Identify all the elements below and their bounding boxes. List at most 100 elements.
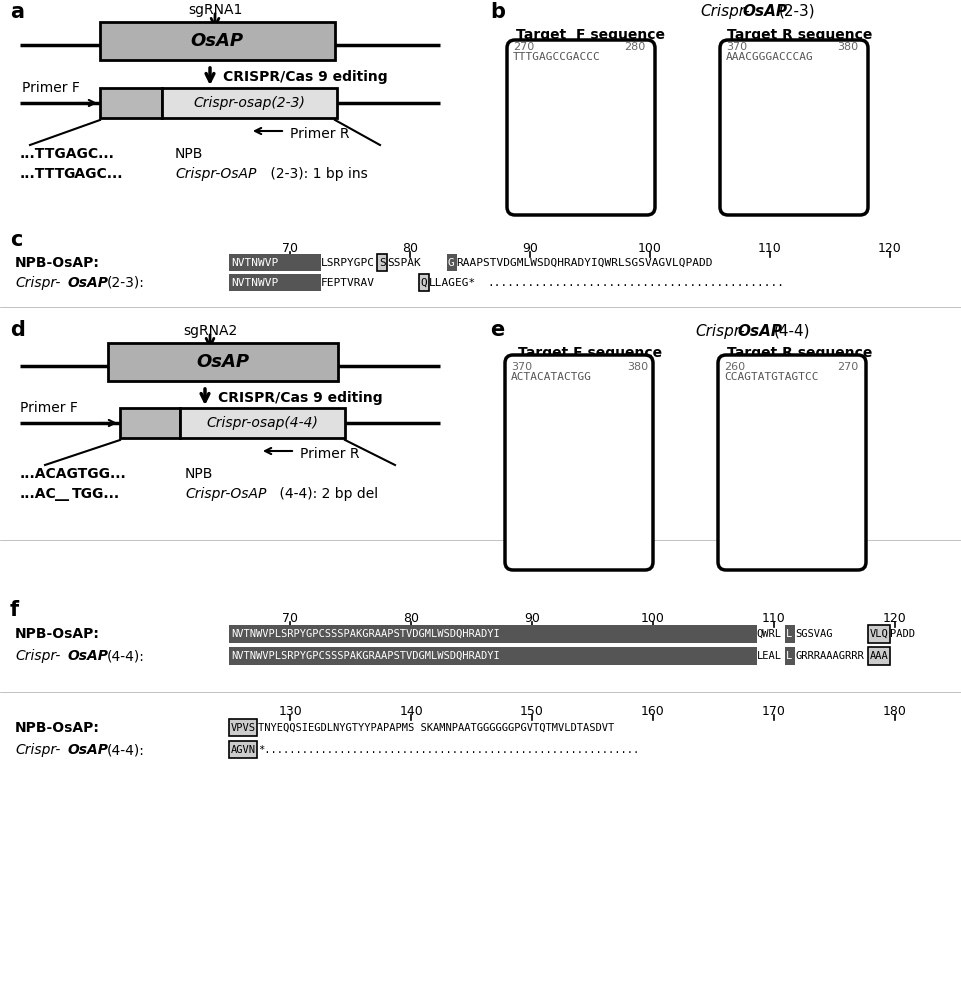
Text: 370: 370 <box>726 42 747 52</box>
Text: TGG...: TGG... <box>72 487 120 501</box>
Text: Crispr-osap(4-4): Crispr-osap(4-4) <box>206 416 318 430</box>
Text: OsAP: OsAP <box>742 4 787 19</box>
Text: LEAL: LEAL <box>756 651 781 661</box>
Text: CRISPR/Cas 9 editing: CRISPR/Cas 9 editing <box>218 391 382 405</box>
Text: OsAP: OsAP <box>196 353 250 371</box>
Text: OsAP: OsAP <box>68 743 109 757</box>
Text: (2-3): (2-3) <box>779 4 816 19</box>
Text: a: a <box>10 2 24 22</box>
Text: 370: 370 <box>511 362 532 372</box>
FancyBboxPatch shape <box>447 254 456 271</box>
Text: 90: 90 <box>522 242 538 255</box>
Text: Primer R: Primer R <box>300 447 359 461</box>
FancyBboxPatch shape <box>229 647 756 665</box>
Text: ............................................: ........................................… <box>487 278 784 288</box>
Text: Crispr-: Crispr- <box>695 324 745 339</box>
Text: 140: 140 <box>400 705 423 718</box>
Text: Crispr-: Crispr- <box>15 649 61 663</box>
Text: Primer R: Primer R <box>290 127 350 141</box>
FancyBboxPatch shape <box>869 647 891 665</box>
Text: (4-4):: (4-4): <box>107 743 145 757</box>
Text: 180: 180 <box>882 705 906 718</box>
Text: L: L <box>786 651 793 661</box>
Text: (4-4):: (4-4): <box>107 649 145 663</box>
FancyBboxPatch shape <box>100 88 162 118</box>
Text: 120: 120 <box>878 242 901 255</box>
Text: CCAGTATGTAGTCC: CCAGTATGTAGTCC <box>724 372 819 382</box>
Text: Primer F: Primer F <box>22 81 80 95</box>
Text: (2-3):: (2-3): <box>107 276 145 290</box>
Text: b: b <box>490 2 505 22</box>
Text: ...ACAGTGG...: ...ACAGTGG... <box>20 467 127 481</box>
Text: SGSVAG: SGSVAG <box>796 629 833 639</box>
FancyBboxPatch shape <box>120 408 180 438</box>
Text: NPB-OsAP:: NPB-OsAP: <box>15 721 100 735</box>
Text: NPB: NPB <box>175 147 204 161</box>
Text: ACTACATACTGG: ACTACATACTGG <box>511 372 592 382</box>
FancyBboxPatch shape <box>785 625 796 643</box>
Text: VLQ: VLQ <box>870 629 888 639</box>
FancyBboxPatch shape <box>100 22 335 60</box>
Text: CRISPR/Cas 9 editing: CRISPR/Cas 9 editing <box>223 70 387 84</box>
FancyBboxPatch shape <box>718 355 866 570</box>
Text: Crispr-: Crispr- <box>15 743 61 757</box>
Text: ...TTT: ...TTT <box>20 167 65 181</box>
Text: Crispr-: Crispr- <box>15 276 61 290</box>
Text: 270: 270 <box>513 42 534 52</box>
Text: TNYEQQSIEGDLNYGTYYPAPAPMS SKAMNPAATGGGGGGPGVTQTMVLDTASDVT: TNYEQQSIEGDLNYGTYYPAPAPMS SKAMNPAATGGGGG… <box>258 723 614 733</box>
Text: RAAPSTVDGMLWSDQHRADYIQWRLSGSVAGVLQPADD: RAAPSTVDGMLWSDQHRADYIQWRLSGSVAGVLQPADD <box>456 258 713 268</box>
FancyBboxPatch shape <box>720 40 868 215</box>
Text: __: __ <box>55 487 69 501</box>
Text: LSRPYGPC: LSRPYGPC <box>321 258 375 268</box>
Text: NPB-OsAP:: NPB-OsAP: <box>15 627 100 641</box>
Text: Q: Q <box>420 278 427 288</box>
Text: d: d <box>10 320 25 340</box>
Text: AGVN: AGVN <box>231 745 256 755</box>
Text: GRRRAAAGRRR: GRRRAAAGRRR <box>796 651 864 661</box>
Text: 70: 70 <box>282 242 298 255</box>
Text: AAA: AAA <box>870 651 888 661</box>
FancyBboxPatch shape <box>785 647 796 665</box>
Text: 160: 160 <box>641 705 665 718</box>
Text: 280: 280 <box>624 42 645 52</box>
Text: Primer F: Primer F <box>20 401 78 415</box>
Text: 80: 80 <box>402 242 418 255</box>
Text: Target  F sequence: Target F sequence <box>515 28 664 42</box>
Text: PADD: PADD <box>891 629 916 639</box>
Text: 170: 170 <box>762 705 786 718</box>
Text: 110: 110 <box>762 612 786 625</box>
Text: sgRNA2: sgRNA2 <box>183 324 237 338</box>
Text: NPB-OsAP:: NPB-OsAP: <box>15 256 100 270</box>
Text: *............................................................: *.......................................… <box>258 745 639 755</box>
Text: ...AC: ...AC <box>20 487 57 501</box>
Text: Crispr-OsAP: Crispr-OsAP <box>185 487 266 501</box>
Text: NVTNWVP: NVTNWVP <box>231 258 279 268</box>
Text: VPVS: VPVS <box>231 723 256 733</box>
Text: TTTGAGCCGACCC: TTTGAGCCGACCC <box>513 52 601 62</box>
Text: 130: 130 <box>279 705 303 718</box>
Text: sgRNA1: sgRNA1 <box>187 3 242 17</box>
FancyBboxPatch shape <box>507 40 655 215</box>
FancyBboxPatch shape <box>869 625 891 643</box>
Text: 380: 380 <box>627 362 648 372</box>
Text: NVTNWVP: NVTNWVP <box>231 278 279 288</box>
Text: 80: 80 <box>404 612 419 625</box>
Text: f: f <box>10 600 19 620</box>
Text: NVTNWVPLSRPYGPCSSSPAKGRAAPSTVDGMLWSDQHRADYI: NVTNWVPLSRPYGPCSSSPAKGRAAPSTVDGMLWSDQHRA… <box>231 651 500 661</box>
Text: 90: 90 <box>524 612 540 625</box>
Text: NPB: NPB <box>185 467 213 481</box>
Text: AAACGGGACCCAG: AAACGGGACCCAG <box>726 52 814 62</box>
Text: 100: 100 <box>641 612 665 625</box>
Text: 100: 100 <box>638 242 662 255</box>
Text: (4-4): (4-4) <box>774 324 810 339</box>
FancyBboxPatch shape <box>229 274 321 291</box>
Text: e: e <box>490 320 505 340</box>
FancyBboxPatch shape <box>229 719 257 736</box>
Text: GAGC...: GAGC... <box>63 167 122 181</box>
FancyBboxPatch shape <box>377 254 387 271</box>
Text: (4-4): 2 bp del: (4-4): 2 bp del <box>275 487 378 501</box>
Text: (2-3): 1 bp ins: (2-3): 1 bp ins <box>266 167 368 181</box>
Text: FEPTVRAV: FEPTVRAV <box>321 278 375 288</box>
Text: NVTNWVPLSRPYGPCSSSPAKGRAAPSTVDGMLWSDQHRADYI: NVTNWVPLSRPYGPCSSSPAKGRAAPSTVDGMLWSDQHRA… <box>231 629 500 639</box>
Text: 270: 270 <box>837 362 858 372</box>
